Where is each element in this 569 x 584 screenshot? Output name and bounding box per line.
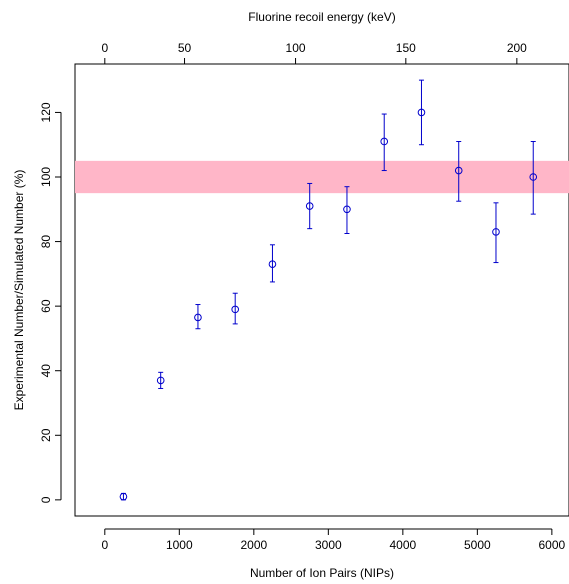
data-point (529, 173, 538, 181)
y-axis-label: Experimental Number/Simulated Number (%) (12, 170, 26, 411)
top-axis: 0 50 100 150 200 (101, 41, 527, 65)
y-tick-label: 120 (39, 102, 53, 122)
x-tick-label: 5000 (464, 538, 491, 552)
x-tick-label: 6000 (539, 538, 566, 552)
data-point (156, 376, 165, 385)
y-tick-label: 20 (39, 428, 53, 442)
bottom-axis: 0 1000 2000 3000 4000 5000 6000 (101, 528, 566, 552)
y-tick-label: 40 (39, 364, 53, 378)
x-tick-label: 2000 (240, 538, 267, 552)
top-tick-label: 0 (101, 41, 108, 55)
reference-band (75, 160, 569, 194)
data-point (492, 228, 500, 236)
top-axis-label: Fluorine recoil energy (keV) (248, 10, 395, 24)
top-tick-label: 100 (286, 41, 306, 55)
data-point (231, 305, 239, 314)
data-point (417, 108, 426, 117)
points-layer (119, 79, 538, 501)
y-tick-label: 100 (39, 167, 53, 187)
top-tick-label: 150 (396, 41, 416, 55)
x-tick-label: 0 (101, 538, 108, 552)
data-point (305, 202, 314, 210)
data-point (454, 166, 463, 175)
band-layer (75, 160, 569, 194)
y-tick-label: 60 (39, 299, 53, 313)
x-axis-label: Number of Ion Pairs (NIPs) (250, 566, 394, 580)
top-tick-label: 200 (507, 41, 527, 55)
data-point (268, 260, 277, 268)
x-tick-label: 3000 (315, 538, 342, 552)
x-tick-label: 4000 (389, 538, 416, 552)
top-tick-label: 50 (178, 41, 192, 55)
data-point (194, 313, 202, 322)
left-axis: 0 20 40 60 80 100 120 (39, 102, 62, 503)
data-point (119, 492, 128, 501)
y-tick-label: 80 (39, 235, 53, 249)
plot-frame (74, 63, 569, 517)
x-tick-label: 1000 (166, 538, 193, 552)
y-tick-label: 0 (39, 496, 53, 503)
data-point (380, 137, 389, 146)
data-point (343, 205, 351, 214)
